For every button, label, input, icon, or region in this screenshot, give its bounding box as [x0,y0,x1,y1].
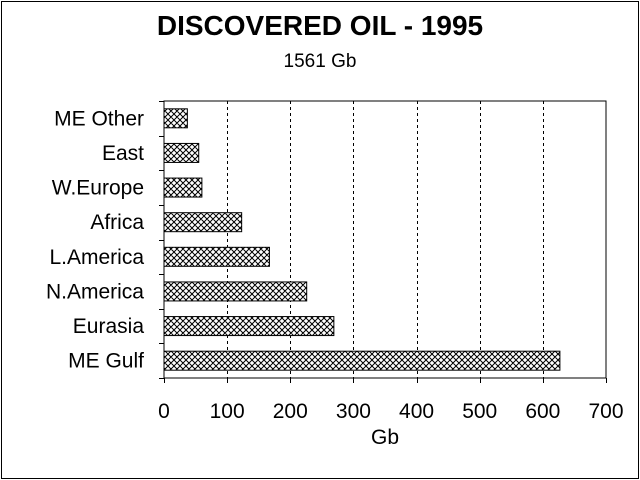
x-axis-label: Gb [371,426,399,449]
category-label: L.America [49,246,144,269]
bar [163,316,335,337]
x-tick-label: 600 [525,400,560,423]
bar [163,142,200,163]
category-label: Africa [90,211,144,234]
x-tick-label: 500 [462,400,497,423]
x-tick-label: 0 [158,400,170,423]
x-tick-label: 400 [399,400,434,423]
chart-title: DISCOVERED OIL - 1995 [157,10,483,41]
bar [163,246,270,267]
category-label: N.America [46,280,144,303]
x-tick-label: 100 [210,400,245,423]
chart-subtitle: 1561 Gb [284,51,357,72]
category-label: East [102,142,144,165]
bar [163,350,561,371]
bar [163,177,203,198]
category-label: ME Gulf [68,350,144,373]
bar [163,212,243,233]
bar [163,108,188,129]
category-label: ME Other [54,107,144,130]
x-tick-label: 200 [273,400,308,423]
bar [163,281,308,302]
x-tick-label: 700 [588,400,623,423]
bars [163,108,561,371]
category-label: Eurasia [73,315,145,338]
x-axis-ticks: 0 100 200 300 400 500 600 700 [158,378,624,423]
y-axis-ticks [159,101,164,379]
category-label: W.Europe [52,177,144,200]
category-labels: ME Other East W.Europe Africa L.America N.Ame… [46,107,144,372]
gridlines [227,101,544,378]
plot-area [163,100,607,379]
x-tick-label: 300 [336,400,371,423]
